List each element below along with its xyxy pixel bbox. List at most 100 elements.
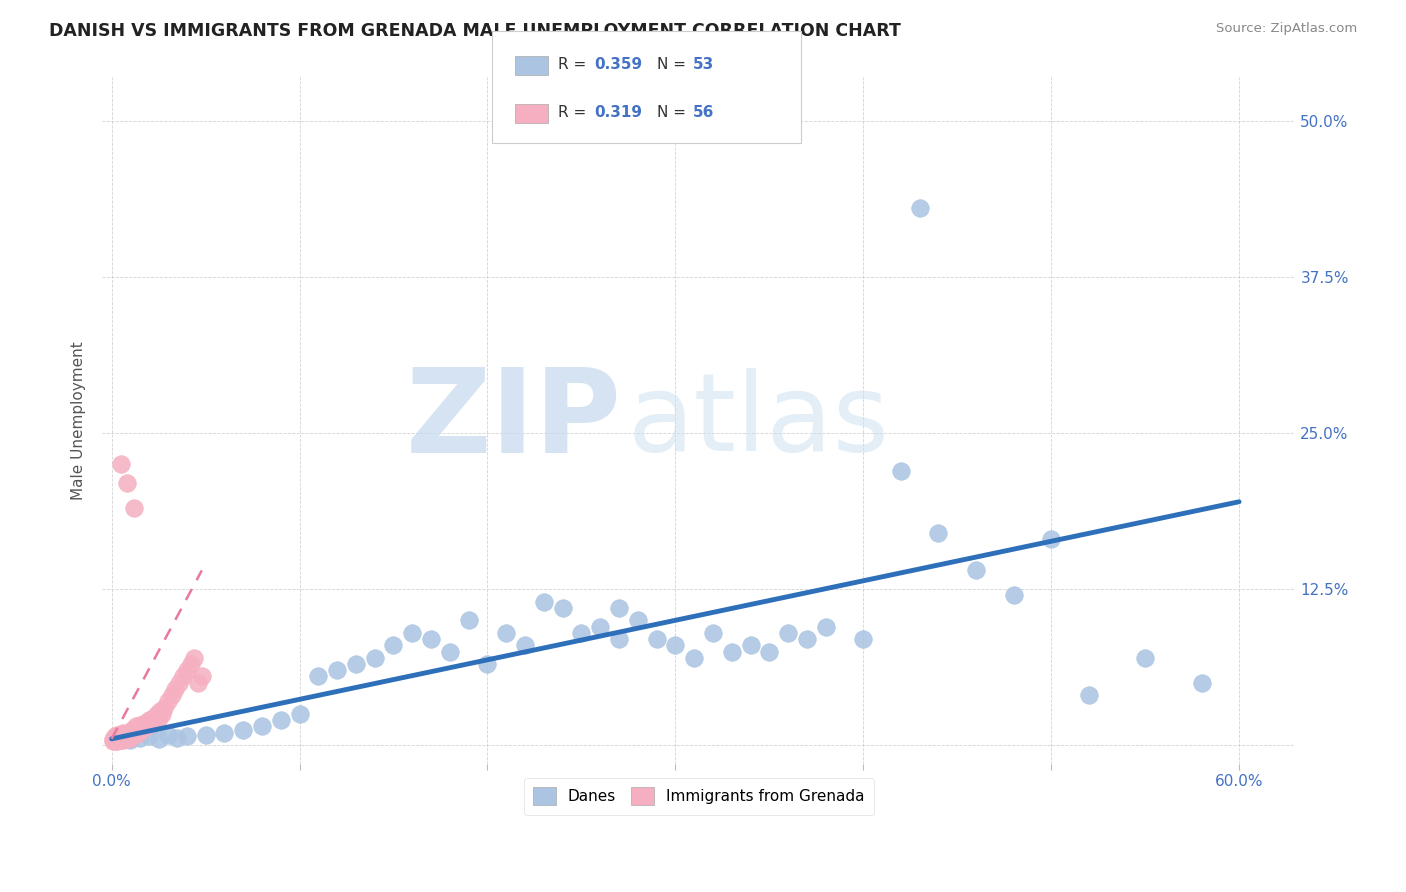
Text: 56: 56 — [693, 105, 714, 120]
Point — [117, 725, 139, 739]
Point — [110, 731, 132, 746]
Point — [307, 669, 329, 683]
Point — [111, 725, 134, 739]
Point — [513, 638, 536, 652]
Point — [111, 730, 134, 744]
Point — [108, 730, 131, 744]
Point — [104, 730, 127, 744]
Point — [138, 713, 160, 727]
Point — [103, 734, 125, 748]
Point — [965, 563, 987, 577]
Point — [110, 733, 132, 747]
Point — [194, 728, 217, 742]
Point — [142, 711, 165, 725]
Point — [145, 706, 167, 721]
Text: atlas: atlas — [627, 368, 889, 474]
Point — [908, 202, 931, 216]
Point — [1133, 650, 1156, 665]
Text: 53: 53 — [693, 57, 714, 72]
Point — [664, 638, 686, 652]
Point — [127, 725, 149, 739]
Point — [121, 730, 143, 744]
Point — [176, 730, 198, 744]
Point — [128, 731, 150, 745]
Text: 0.319: 0.319 — [595, 105, 643, 120]
Point — [105, 734, 128, 748]
Point — [1040, 532, 1063, 546]
Point — [180, 657, 202, 671]
Legend: Danes, Immigrants from Grenada: Danes, Immigrants from Grenada — [523, 778, 875, 814]
Point — [105, 731, 128, 746]
Point — [683, 650, 706, 665]
Point — [110, 458, 132, 472]
Point — [122, 728, 145, 742]
Point — [1002, 588, 1025, 602]
Point — [166, 731, 188, 745]
Point — [232, 723, 254, 738]
Point — [150, 706, 173, 721]
Point — [103, 731, 125, 746]
Point — [814, 619, 837, 633]
Point — [120, 733, 142, 747]
Point — [104, 731, 127, 746]
Text: Source: ZipAtlas.com: Source: ZipAtlas.com — [1216, 22, 1357, 36]
Point — [1191, 675, 1213, 690]
Point — [117, 731, 139, 745]
Point — [288, 706, 311, 721]
Point — [120, 725, 142, 739]
Point — [153, 700, 176, 714]
Point — [645, 632, 668, 646]
Point — [136, 719, 159, 733]
Point — [927, 525, 949, 540]
Point — [121, 723, 143, 738]
Point — [105, 728, 128, 742]
Point — [627, 613, 650, 627]
Point — [1077, 688, 1099, 702]
Point — [758, 644, 780, 658]
Point — [125, 727, 148, 741]
Point — [114, 728, 136, 742]
Point — [160, 688, 183, 702]
Point — [148, 711, 170, 725]
Point — [139, 715, 162, 730]
Point — [172, 669, 194, 683]
Point — [702, 625, 724, 640]
Text: DANISH VS IMMIGRANTS FROM GRENADA MALE UNEMPLOYMENT CORRELATION CHART: DANISH VS IMMIGRANTS FROM GRENADA MALE U… — [49, 22, 901, 40]
Point — [138, 730, 160, 744]
Point — [326, 663, 349, 677]
Point — [128, 718, 150, 732]
Point — [115, 731, 138, 746]
Point — [125, 719, 148, 733]
Point — [778, 625, 800, 640]
Point — [191, 669, 214, 683]
Point — [149, 705, 172, 719]
Point — [250, 719, 273, 733]
Point — [589, 619, 612, 633]
Point — [165, 681, 187, 696]
Text: R =: R = — [558, 57, 592, 72]
Point — [214, 725, 236, 739]
Point — [551, 600, 574, 615]
Y-axis label: Male Unemployment: Male Unemployment — [72, 342, 86, 500]
Point — [571, 625, 593, 640]
Point — [890, 464, 912, 478]
Point — [382, 638, 405, 652]
Point — [122, 500, 145, 515]
Point — [720, 644, 742, 658]
Point — [122, 722, 145, 736]
Point — [134, 715, 156, 730]
Point — [187, 675, 209, 690]
Point — [457, 613, 479, 627]
Point — [439, 644, 461, 658]
Point — [607, 600, 630, 615]
Point — [420, 632, 443, 646]
Point — [270, 713, 292, 727]
Point — [108, 733, 131, 747]
Text: N =: N = — [657, 57, 690, 72]
Point — [131, 722, 153, 736]
Point — [183, 650, 205, 665]
Point — [796, 632, 818, 646]
Point — [132, 719, 155, 733]
Point — [740, 638, 762, 652]
Text: ZIP: ZIP — [405, 363, 621, 478]
